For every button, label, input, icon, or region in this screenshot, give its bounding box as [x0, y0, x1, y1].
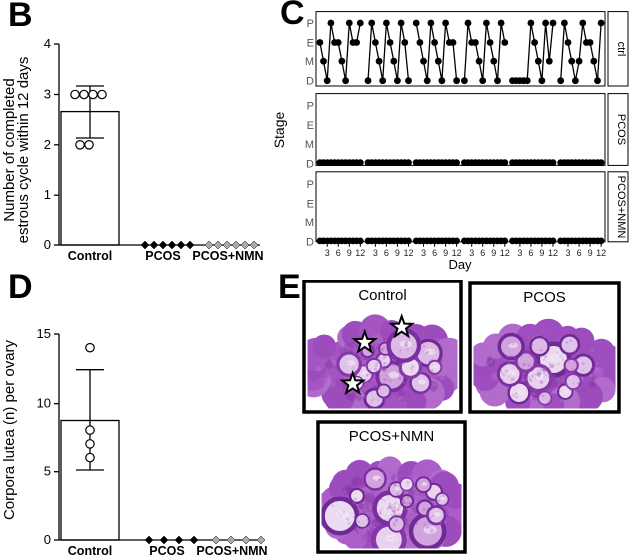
svg-text:PCOS+NMN: PCOS+NMN	[196, 544, 267, 558]
svg-text:3: 3	[325, 248, 330, 258]
svg-text:Day: Day	[448, 257, 472, 272]
svg-text:5: 5	[44, 464, 51, 479]
svg-text:PCOS: PCOS	[145, 249, 180, 263]
svg-text:12: 12	[500, 248, 510, 258]
svg-text:2: 2	[44, 137, 51, 152]
svg-text:0: 0	[44, 237, 51, 252]
svg-text:6: 6	[336, 248, 341, 258]
svg-text:ctrl: ctrl	[615, 42, 627, 57]
svg-text:9: 9	[491, 248, 496, 258]
svg-text:9: 9	[443, 248, 448, 258]
svg-text:3: 3	[517, 248, 522, 258]
svg-text:6: 6	[480, 248, 485, 258]
svg-text:12: 12	[355, 248, 365, 258]
svg-text:PCOS: PCOS	[615, 114, 627, 145]
svg-text:E: E	[307, 198, 314, 210]
svg-text:Control: Control	[68, 249, 112, 263]
svg-text:PCOS+NMN: PCOS+NMN	[349, 428, 434, 445]
svg-text:9: 9	[588, 248, 593, 258]
svg-text:P: P	[307, 101, 314, 113]
svg-text:10: 10	[37, 396, 51, 411]
svg-text:PCOS: PCOS	[149, 544, 184, 558]
svg-text:6: 6	[528, 248, 533, 258]
svg-text:E: E	[307, 120, 314, 132]
svg-text:1: 1	[44, 187, 51, 202]
svg-text:M: M	[305, 56, 314, 68]
svg-text:9: 9	[347, 248, 352, 258]
svg-text:Corpora lutea (n) per ovary: Corpora lutea (n) per ovary	[1, 339, 18, 520]
svg-text:6: 6	[577, 248, 582, 258]
svg-text:9: 9	[539, 248, 544, 258]
svg-text:3: 3	[44, 87, 51, 102]
svg-text:4: 4	[44, 36, 51, 51]
svg-text:0: 0	[44, 532, 51, 547]
svg-text:15: 15	[37, 326, 51, 341]
svg-text:estrous cycle within 12 days: estrous cycle within 12 days	[15, 57, 32, 244]
svg-text:D: D	[306, 76, 314, 88]
svg-text:PCOS+NMN: PCOS+NMN	[192, 249, 263, 263]
svg-text:9: 9	[395, 248, 400, 258]
svg-text:12: 12	[596, 248, 606, 258]
svg-text:3: 3	[565, 248, 570, 258]
svg-text:3: 3	[373, 248, 378, 258]
svg-text:PCOS+NMN: PCOS+NMN	[615, 176, 627, 239]
svg-text:Control: Control	[358, 287, 406, 304]
svg-text:12: 12	[403, 248, 413, 258]
svg-text:6: 6	[384, 248, 389, 258]
svg-text:P: P	[307, 179, 314, 191]
svg-text:12: 12	[548, 248, 558, 258]
svg-text:M: M	[305, 139, 314, 151]
svg-text:PCOS: PCOS	[523, 289, 566, 306]
svg-text:Control: Control	[68, 544, 112, 558]
svg-text:3: 3	[421, 248, 426, 258]
svg-text:6: 6	[432, 248, 437, 258]
svg-text:D: D	[306, 237, 314, 249]
svg-text:P: P	[307, 18, 314, 30]
svg-text:M: M	[305, 217, 314, 229]
svg-text:Stage: Stage	[271, 111, 287, 148]
svg-text:E: E	[307, 38, 314, 50]
svg-text:D: D	[306, 158, 314, 170]
